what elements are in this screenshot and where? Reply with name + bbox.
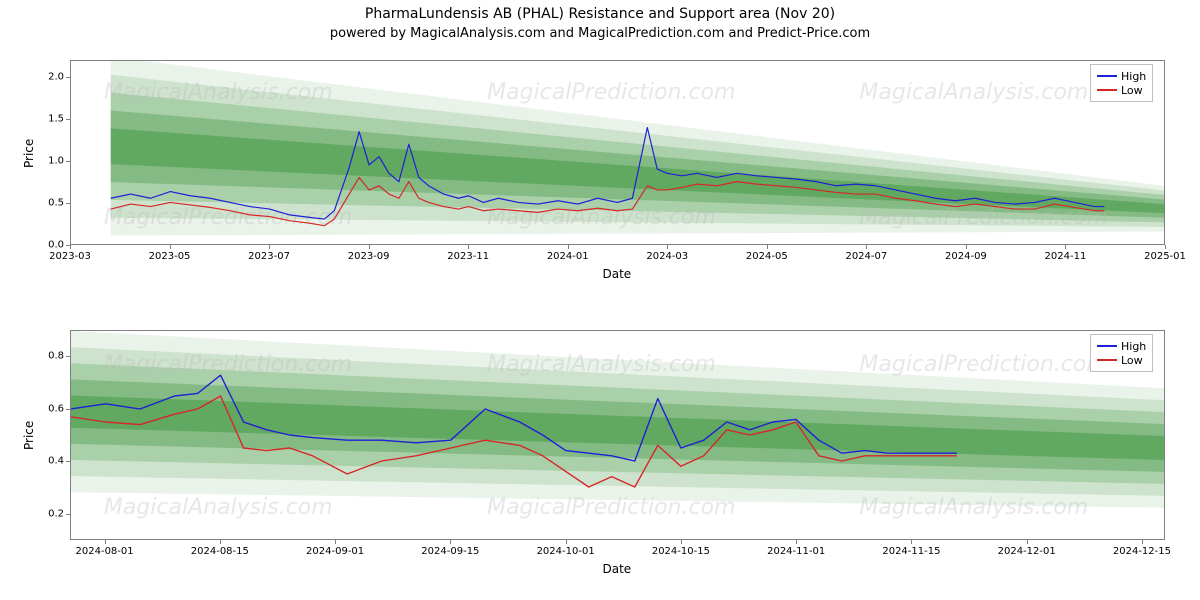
figure: PharmaLundensis AB (PHAL) Resistance and… <box>0 0 1200 600</box>
xtick-label: 2023-09 <box>348 251 390 262</box>
xtick-label: 2023-07 <box>248 251 290 262</box>
legend-item: Low <box>1097 353 1146 367</box>
top-chart-xlabel: Date <box>603 267 632 281</box>
bottom-chart-plot-area: MagicalPrediction.comMagicalAnalysis.com… <box>70 330 1165 540</box>
legend-label: Low <box>1121 84 1143 97</box>
bottom-chart-legend: HighLow <box>1090 334 1153 372</box>
xtick-label: 2023-03 <box>49 251 91 262</box>
xtick-label: 2024-03 <box>646 251 688 262</box>
top-chart-ylabel: Price <box>22 138 36 167</box>
legend-label: High <box>1121 70 1146 83</box>
ytick-label: 0.4 <box>40 456 64 467</box>
ytick-label: 2.0 <box>40 71 64 82</box>
xtick-label: 2024-09 <box>945 251 987 262</box>
legend-swatch <box>1097 89 1117 91</box>
legend-swatch <box>1097 75 1117 77</box>
xtick-label: 2025-01 <box>1144 251 1186 262</box>
bottom-chart-xlabel: Date <box>603 562 632 576</box>
xtick-label: 2023-11 <box>447 251 489 262</box>
chart-title: PharmaLundensis AB (PHAL) Resistance and… <box>0 0 1200 22</box>
xtick-label: 2024-10-01 <box>537 546 595 557</box>
top-chart-plot-area: MagicalAnalysis.comMagicalPrediction.com… <box>70 60 1165 245</box>
legend-item: Low <box>1097 83 1146 97</box>
xtick-label: 2024-05 <box>746 251 788 262</box>
bottom-chart-ylabel: Price <box>22 421 36 450</box>
xtick-label: 2024-12-15 <box>1113 546 1171 557</box>
xtick-label: 2024-09-15 <box>421 546 479 557</box>
legend-label: Low <box>1121 354 1143 367</box>
legend-item: High <box>1097 339 1146 353</box>
ytick-label: 0.5 <box>40 197 64 208</box>
xtick-label: 2024-11-15 <box>882 546 940 557</box>
legend-item: High <box>1097 69 1146 83</box>
xtick-label: 2024-11-01 <box>767 546 825 557</box>
xtick-label: 2024-11 <box>1045 251 1087 262</box>
legend-label: High <box>1121 340 1146 353</box>
xtick-label: 2024-08-15 <box>191 546 249 557</box>
ytick-label: 0.2 <box>40 508 64 519</box>
xtick-label: 2024-07 <box>845 251 887 262</box>
ytick-label: 1.0 <box>40 155 64 166</box>
xtick-label: 2024-09-01 <box>306 546 364 557</box>
top-chart-legend: HighLow <box>1090 64 1153 102</box>
ytick-label: 1.5 <box>40 113 64 124</box>
xtick-label: 2023-05 <box>149 251 191 262</box>
chart-subtitle: powered by MagicalAnalysis.com and Magic… <box>0 22 1200 41</box>
ytick-label: 0.8 <box>40 351 64 362</box>
ytick-label: 0.0 <box>40 240 64 251</box>
legend-swatch <box>1097 359 1117 361</box>
legend-swatch <box>1097 345 1117 347</box>
xtick-label: 2024-12-01 <box>998 546 1056 557</box>
xtick-label: 2024-08-01 <box>76 546 134 557</box>
xtick-label: 2024-01 <box>547 251 589 262</box>
ytick-label: 0.6 <box>40 403 64 414</box>
xtick-label: 2024-10-15 <box>652 546 710 557</box>
